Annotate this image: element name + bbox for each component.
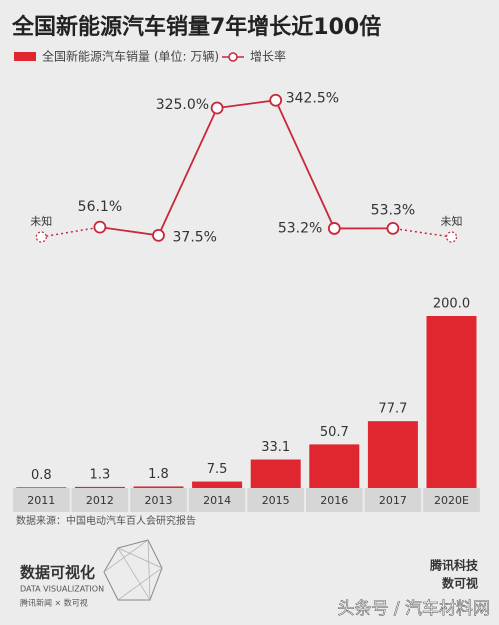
unknown-label: 未知 [30, 214, 52, 228]
unknown-label: 未知 [441, 214, 463, 228]
bar-value-label: 0.8 [31, 468, 52, 483]
x-tick-cell [306, 488, 363, 512]
bar [309, 444, 360, 488]
growth-value-label: 56.1% [78, 199, 122, 215]
logo-subtitle: DATA VISUALIZATION [20, 585, 104, 594]
bar [133, 486, 184, 488]
brand-name: 数可视 [442, 576, 478, 591]
x-tick-cell [247, 488, 304, 512]
x-tick-cell [188, 488, 246, 512]
growth-value-label: 342.5% [286, 90, 339, 106]
growth-marker [269, 93, 283, 107]
legend-label: 全国新能源汽车销量 (单位: 万辆) [42, 49, 219, 64]
growth-marker [210, 101, 224, 115]
source-note: 数据来源：中国电动汽车百人会研究报告 [16, 514, 196, 527]
chart-title: 全国新能源汽车销量7年增长近100倍 [11, 14, 381, 40]
bar-value-label: 200.0 [433, 297, 470, 312]
legend-label: 增长率 [250, 49, 286, 64]
brand-name: 腾讯科技 [429, 558, 479, 573]
bar-value-label: 33.1 [261, 440, 290, 455]
bar-value-label: 7.5 [207, 462, 228, 477]
growth-value-label: 53.3% [371, 202, 415, 218]
x-tick-cell [423, 488, 480, 512]
growth-value-label: 37.5% [173, 229, 217, 245]
x-tick-cell [130, 488, 187, 512]
logo: 数据可视化 DATA VISUALIZATION 腾讯新闻 × 数可视 [20, 539, 163, 608]
x-tick-label: 2013 [145, 494, 173, 507]
legend-swatch-bar [14, 52, 36, 61]
legend-swatch-marker [228, 52, 238, 62]
bar [426, 316, 477, 488]
x-tick-cell [71, 488, 129, 512]
growth-marker [386, 221, 400, 235]
x-tick-cell [13, 488, 70, 512]
x-tick-cell [364, 488, 422, 512]
watermark: 头条号 / 汽车材料网 [337, 599, 490, 619]
bar [367, 421, 418, 488]
growth-marker [93, 220, 107, 234]
x-tick-label: 2016 [320, 494, 348, 507]
bar [192, 481, 243, 488]
bar-value-label: 1.8 [148, 467, 169, 482]
x-tick-label: 2015 [262, 494, 290, 507]
logo-partners: 腾讯新闻 × 数可视 [20, 598, 88, 608]
bar [250, 459, 301, 488]
logo-shape [103, 539, 163, 602]
logo-title: 数据可视化 [20, 564, 95, 582]
growth-line [99, 99, 393, 237]
bar [16, 487, 67, 488]
x-tick-label: 2011 [27, 494, 55, 507]
x-tick-label: 2014 [203, 494, 231, 507]
unknown-marker [35, 231, 47, 243]
growth-value-label: 325.0% [156, 97, 209, 113]
unknown-marker [445, 231, 458, 243]
growth-marker [327, 222, 341, 235]
bar-value-label: 1.3 [90, 467, 111, 482]
bar-value-label: 77.7 [378, 402, 407, 417]
growth-marker [152, 228, 165, 242]
bar-value-label: 50.7 [320, 425, 349, 440]
x-tick-label: 2017 [379, 494, 407, 507]
x-tick-label: 2020E [434, 494, 469, 507]
bar [74, 486, 125, 488]
growth-value-label: 53.2% [278, 220, 322, 236]
x-tick-label: 2012 [86, 494, 114, 507]
